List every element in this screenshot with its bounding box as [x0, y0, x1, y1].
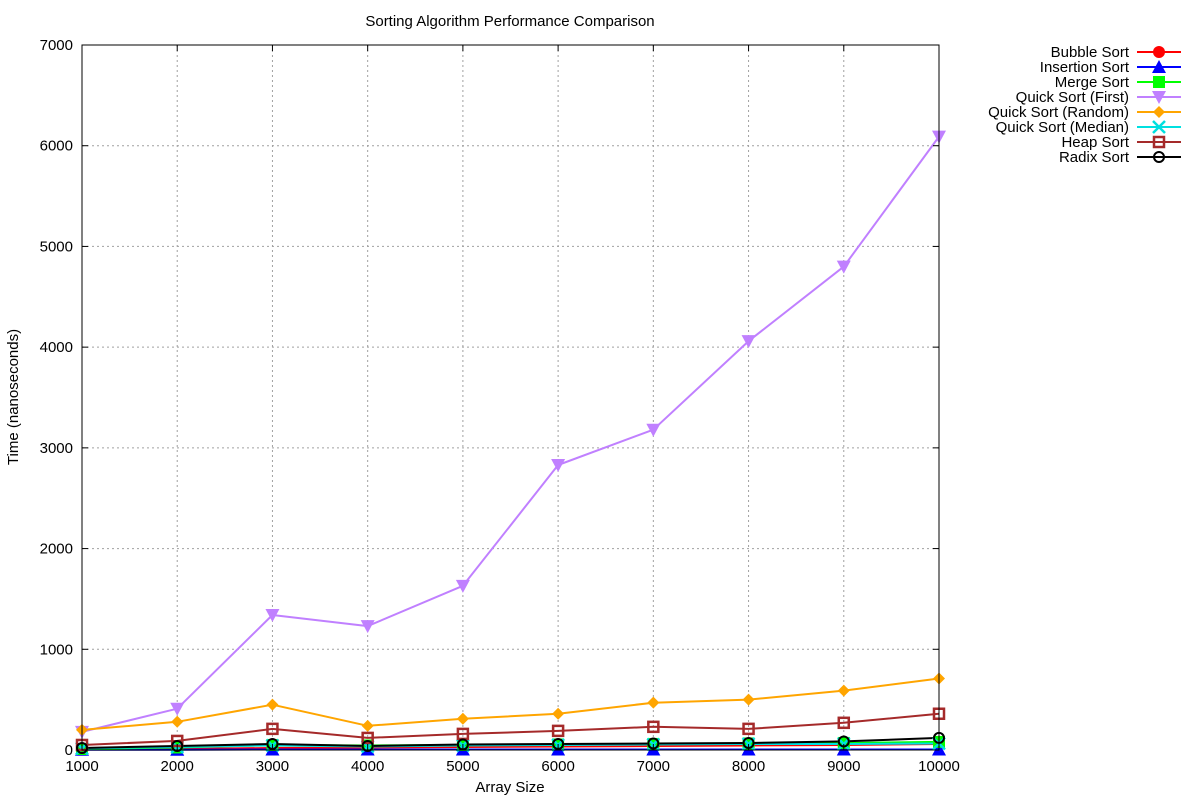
series-points-3 — [75, 130, 946, 739]
legend-marker — [1153, 46, 1165, 58]
series-line-0 — [81, 743, 940, 751]
x-axis-title: Array Size — [475, 779, 544, 796]
data-point — [551, 458, 566, 472]
legend-item: Radix Sort — [1059, 149, 1181, 166]
data-point — [646, 423, 661, 437]
legend-item: Insertion Sort — [1040, 59, 1181, 76]
legend-marker — [1153, 76, 1165, 88]
y-tick-label: 4000 — [40, 339, 73, 356]
data-point — [837, 716, 851, 730]
legend-item: Quick Sort (Random) — [988, 104, 1181, 121]
legend-item: Quick Sort (Median) — [996, 119, 1181, 136]
series-line-7 — [81, 736, 940, 749]
data-point — [647, 720, 660, 734]
legend-label: Heap Sort — [1061, 134, 1129, 151]
data-point — [552, 707, 565, 720]
y-tick-label: 5000 — [40, 238, 73, 255]
y-axis: 0 1000 2000 3000 4000 5000 6000 7000 — [40, 37, 939, 759]
y-tick-label: 7000 — [40, 37, 73, 54]
y-tick-label: 0 — [65, 742, 73, 759]
data-point — [836, 260, 851, 274]
data-point — [837, 684, 850, 697]
legend-marker — [1153, 106, 1165, 118]
data-point — [170, 702, 185, 716]
x-tick-label: 1000 — [65, 758, 98, 775]
y-axis-title: Time (nanoseconds) — [5, 329, 22, 465]
legend-item: Merge Sort — [1055, 74, 1181, 91]
series-lines — [81, 136, 940, 751]
data-point — [361, 731, 374, 745]
data-point — [361, 739, 374, 752]
x-tick-label: 8000 — [732, 758, 765, 775]
data-point — [266, 698, 279, 711]
series-markers — [75, 130, 946, 756]
y-tick-label: 3000 — [40, 440, 73, 457]
data-point — [455, 579, 470, 593]
y-tick-label: 2000 — [40, 541, 73, 558]
legend-marker — [1153, 151, 1165, 163]
data-point — [647, 696, 660, 709]
data-point — [551, 724, 565, 738]
legend-item: Quick Sort (First) — [1016, 89, 1181, 106]
data-point — [456, 712, 469, 725]
data-point — [742, 693, 755, 706]
x-tick-label: 4000 — [351, 758, 384, 775]
x-tick-label: 7000 — [637, 758, 670, 775]
data-point — [266, 722, 279, 736]
legend-label: Radix Sort — [1059, 149, 1130, 166]
grid — [82, 45, 939, 750]
y-tick-label: 1000 — [40, 641, 73, 658]
data-point — [360, 620, 375, 634]
legend-label: Bubble Sort — [1051, 44, 1130, 61]
data-point — [265, 609, 280, 623]
chart-title: Sorting Algorithm Performance Comparison — [365, 13, 654, 30]
legend-label: Quick Sort (First) — [1016, 89, 1129, 106]
y-tick-label: 6000 — [40, 138, 73, 155]
legend-marker — [1152, 91, 1166, 104]
x-tick-label: 9000 — [827, 758, 860, 775]
x-tick-label: 5000 — [446, 758, 479, 775]
data-point — [171, 715, 184, 728]
legend-marker — [1152, 60, 1166, 73]
x-tick-label: 3000 — [256, 758, 289, 775]
legend-label: Merge Sort — [1055, 74, 1130, 91]
data-point — [742, 722, 755, 736]
series-line-3 — [81, 136, 940, 733]
legend-marker — [1152, 135, 1166, 149]
series-points-7 — [76, 731, 945, 754]
x-tick-label: 2000 — [161, 758, 194, 775]
legend-label: Quick Sort (Median) — [996, 119, 1129, 136]
data-point — [741, 335, 756, 349]
legend-item: Bubble Sort — [1051, 44, 1181, 61]
x-tick-label: 6000 — [541, 758, 574, 775]
data-point — [361, 719, 374, 732]
series-line-6 — [81, 712, 940, 746]
legend-marker — [1152, 120, 1166, 134]
x-tick-label: 10000 — [918, 758, 960, 775]
series-line-4 — [81, 677, 940, 731]
plot-frame — [81, 44, 940, 751]
legend-label: Quick Sort (Random) — [988, 104, 1129, 121]
series-points-4 — [76, 672, 945, 736]
series-line-5 — [81, 742, 940, 750]
x-axis: 1000 2000 3000 4000 5000 6000 7000 8000 9000 1000… — [65, 45, 960, 775]
legend-label: Insertion Sort — [1040, 59, 1130, 76]
data-point — [171, 739, 184, 752]
legend-item: Heap Sort — [1061, 134, 1181, 151]
